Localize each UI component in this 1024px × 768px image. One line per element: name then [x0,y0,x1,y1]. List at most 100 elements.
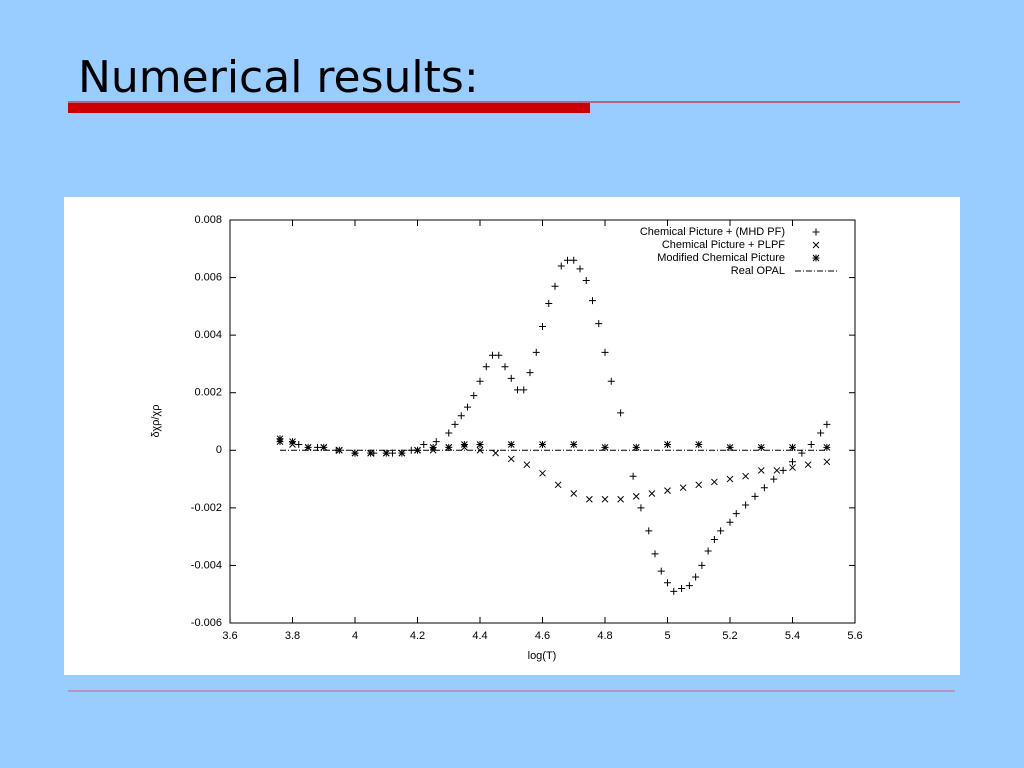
data-point [314,443,321,451]
data-point [692,573,700,581]
data-point [539,469,546,477]
data-point [726,475,734,483]
data-point [432,438,440,446]
data-point [445,443,453,451]
data-point [817,429,825,437]
data-point [476,377,484,385]
data-point [678,584,686,592]
data-point [632,443,640,451]
data-point [685,582,693,590]
y-tick-label: 0.002 [194,387,222,399]
data-point [451,420,459,428]
slide-title: Numerical results: [78,52,479,103]
x-tick-label: 5.6 [847,630,862,642]
data-point [551,282,559,290]
data-point [507,455,515,463]
data-point [607,377,615,385]
data-point [507,441,515,449]
data-point [539,441,546,449]
legend-label: Chemical Picture + PLPF [662,239,785,251]
y-tick-label: 0 [216,444,222,456]
y-tick-label: 0.008 [194,214,222,226]
data-point [601,348,609,356]
data-point [492,449,499,457]
data-point [520,386,528,394]
data-point [823,443,831,451]
data-point [798,449,806,457]
data-point [495,351,503,359]
x-tick-label: 4.4 [472,630,487,642]
data-point [823,420,831,428]
title-bar [68,103,590,113]
data-point [773,467,781,474]
data-point [670,587,678,595]
y-axis-label: δχρ/χρ [150,405,162,438]
data-point [804,461,812,469]
data-point [526,369,534,377]
data-point [470,392,478,400]
y-tick-label: 0.004 [194,329,222,341]
y-tick-label: 0.006 [194,271,222,283]
data-point [698,561,706,569]
data-point [601,443,609,451]
data-point [582,276,590,284]
data-point [523,461,531,469]
data-point [789,458,796,466]
data-point [589,297,596,305]
data-point [576,265,584,273]
x-tick-label: 5 [664,630,670,642]
data-point [657,567,665,575]
data-point [545,299,553,307]
data-point [570,256,578,264]
data-point [320,443,328,451]
data-point [382,449,390,457]
x-tick-label: 5.4 [785,630,800,642]
data-point [557,262,565,270]
data-point [351,449,359,457]
data-point [429,443,437,451]
data-point [760,484,768,492]
data-point [789,443,796,451]
data-point [514,386,521,394]
data-point [554,481,562,489]
data-point [617,495,624,503]
data-point [445,429,453,437]
legend-label: Real OPAL [731,265,785,277]
data-point [532,348,540,356]
data-point [398,449,406,457]
chart-panel [64,197,960,675]
legend-label: Chemical Picture + (MHD PF) [640,226,785,238]
data-point [276,435,284,443]
data-point [457,412,465,420]
data-point [539,323,546,331]
x-tick-label: 4.2 [410,630,425,642]
data-point [732,510,740,518]
x-tick-label: 3.8 [285,630,300,642]
data-point [710,536,718,544]
data-point [304,443,312,451]
legend-label: Modified Chemical Picture [657,252,785,264]
data-point [664,487,671,494]
data-point [695,481,703,489]
data-point [507,374,515,382]
data-point [711,478,718,486]
data-point [564,256,571,264]
data-point [586,495,593,503]
x-tick-label: 4.8 [597,630,612,642]
data-point [460,441,468,449]
data-point [389,449,396,457]
data-point [807,441,815,449]
x-axis-label: log(T) [528,650,557,662]
data-point [742,472,749,480]
x-tick-label: 3.6 [222,630,237,642]
plot: 3.6 3.8 4 4.2 4.4 4.6 4.8 5 5.2 5.4 5.6 -0.006 -0.00… [191,214,863,642]
data-point [482,363,490,371]
data-point [476,441,484,449]
x-tick-label: 4.6 [535,630,550,642]
data-point [704,547,712,555]
data-point [601,495,609,503]
y-tick-label: -0.002 [191,502,222,514]
legend-swatch [812,241,820,249]
data-point [501,363,509,371]
